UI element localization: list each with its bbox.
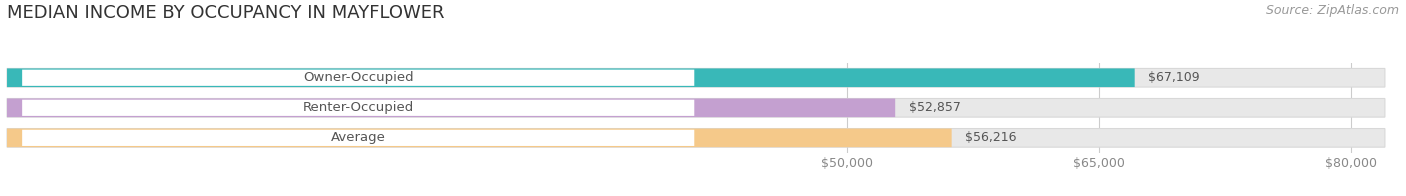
- FancyBboxPatch shape: [22, 100, 695, 116]
- FancyBboxPatch shape: [7, 68, 1135, 87]
- FancyBboxPatch shape: [7, 98, 896, 117]
- Text: MEDIAN INCOME BY OCCUPANCY IN MAYFLOWER: MEDIAN INCOME BY OCCUPANCY IN MAYFLOWER: [7, 4, 444, 22]
- Text: Source: ZipAtlas.com: Source: ZipAtlas.com: [1265, 4, 1399, 17]
- FancyBboxPatch shape: [7, 129, 1385, 147]
- FancyBboxPatch shape: [7, 68, 1385, 87]
- FancyBboxPatch shape: [7, 98, 1385, 117]
- FancyBboxPatch shape: [22, 70, 695, 86]
- FancyBboxPatch shape: [22, 130, 695, 146]
- Text: Owner-Occupied: Owner-Occupied: [302, 71, 413, 84]
- Text: $67,109: $67,109: [1149, 71, 1199, 84]
- Text: Average: Average: [330, 131, 385, 144]
- Text: Renter-Occupied: Renter-Occupied: [302, 101, 413, 114]
- Text: $56,216: $56,216: [965, 131, 1017, 144]
- Text: $52,857: $52,857: [908, 101, 960, 114]
- FancyBboxPatch shape: [7, 129, 952, 147]
